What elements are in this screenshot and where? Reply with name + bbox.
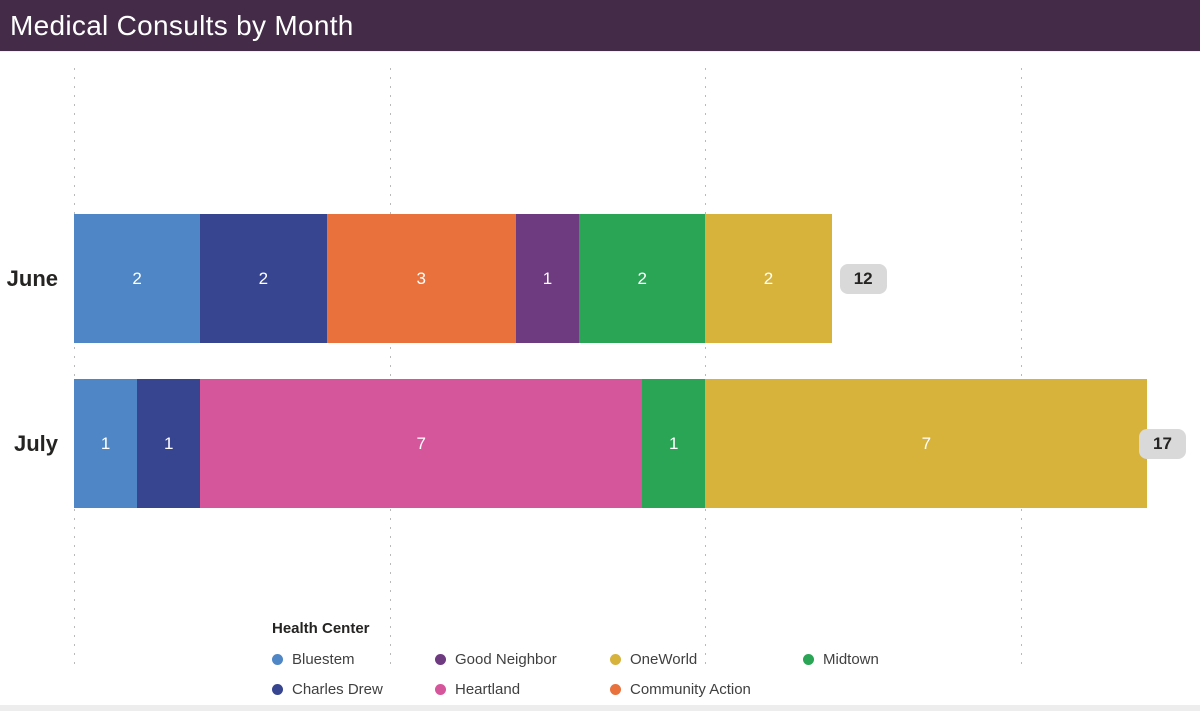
legend-item-good-neighbor[interactable]: Good Neighbor [435,648,610,670]
segment-value-label: 7 [921,433,932,453]
legend-item-label: Good Neighbor [455,650,557,668]
category-label: July [13,430,58,456]
report-title: Medical Consults by Month [10,9,354,41]
legend-swatch [610,653,621,665]
legend-item-charles-drew[interactable]: Charles Drew [272,678,435,700]
segment-value-label: 3 [416,268,426,288]
legend-item-label: Community Action [630,680,751,698]
legend-item-label: Midtown [823,650,879,668]
bar-segment-oneworld[interactable]: 7 [705,379,1148,508]
segment-value-label: 1 [163,433,174,453]
legend-swatch [435,653,446,665]
stacked-bar: 1 1 7 1 7 [74,379,1148,508]
bar-segment-community-action[interactable]: 3 [326,214,516,343]
segment-value-label: 2 [637,268,647,288]
report-header: Medical Consults by Month [0,0,1200,52]
bar-segment-good-neighbor[interactable]: 1 [515,214,580,343]
legend-swatch [610,683,621,695]
gridline [74,68,75,664]
chart-canvas: June 2 2 3 1 2 2 12 July 1 1 7 1 7 17 Health Center Bl… [0,52,1200,711]
legend-swatch [272,683,283,695]
legend-item-oneworld[interactable]: OneWorld [610,648,803,670]
segment-value-label: 2 [763,268,774,288]
legend-item-midtown[interactable]: Midtown [803,648,879,670]
gridline [1021,68,1023,664]
bar-segment-bluestem[interactable]: 2 [74,214,201,343]
gridline [705,68,707,664]
segment-value-label: 1 [542,268,553,288]
legend-item-label: Charles Drew [292,680,383,698]
segment-value-label: 1 [100,433,111,453]
legend-swatch [435,683,446,695]
bar-segment-charles-drew[interactable]: 1 [137,379,201,508]
bar-segment-oneworld[interactable]: 2 [705,214,832,343]
segment-value-label: 2 [258,268,269,288]
total-badge: 17 [1139,428,1186,459]
legend-swatch [272,653,283,665]
segment-value-label: 1 [669,433,679,453]
total-badge: 12 [839,263,887,294]
legend-item-bluestem[interactable]: Bluestem [272,648,435,670]
gridline [389,68,391,664]
legend-item-label: Bluestem [292,650,355,668]
bar-segment-midtown[interactable]: 1 [642,379,706,508]
legend-grid: Bluestem Good Neighbor OneWorld Midtown Char… [272,648,879,700]
bar-segment-charles-drew[interactable]: 2 [200,214,327,343]
bottom-strip [0,705,1200,711]
legend: Health Center Bluestem Good Neighbor OneWo… [272,620,879,700]
legend-item-community-action[interactable]: Community Action [610,678,803,700]
segment-value-label: 2 [132,268,142,288]
stacked-bar: 2 2 3 1 2 2 [74,214,832,343]
bar-segment-heartland[interactable]: 7 [200,379,643,508]
segment-value-label: 7 [416,433,426,453]
legend-item-label: OneWorld [630,650,698,668]
legend-swatch [803,653,814,665]
category-label: June [6,265,58,291]
legend-item-label: Heartland [455,680,521,698]
bar-segment-midtown[interactable]: 2 [579,214,706,343]
legend-item-heartland[interactable]: Heartland [435,678,610,700]
bar-segment-bluestem[interactable]: 1 [74,379,138,508]
legend-title: Health Center [272,620,370,637]
